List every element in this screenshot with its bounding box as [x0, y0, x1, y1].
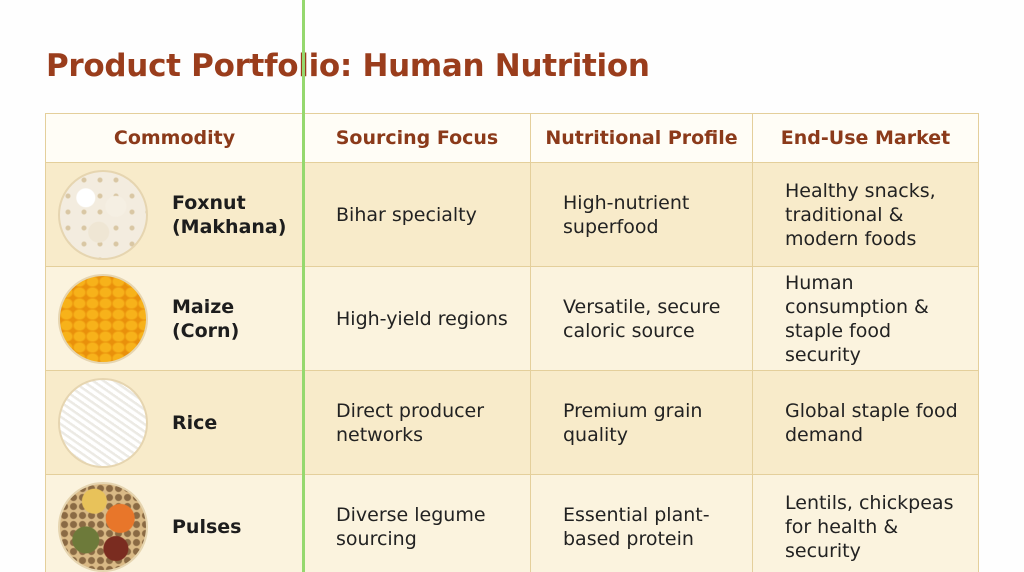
table-cell: Direct producer networks — [303, 370, 531, 475]
commodity-cell: Foxnut (Makhana) — [45, 162, 304, 267]
table-cell: High-yield regions — [303, 266, 531, 371]
table-cell: Healthy snacks, traditional & modern foo… — [752, 162, 979, 267]
column-header: Commodity — [45, 113, 304, 163]
commodity-name: Pulses — [172, 515, 242, 538]
commodity-wrap: Foxnut (Makhana) — [46, 169, 295, 260]
column-header: Nutritional Profile — [530, 113, 753, 163]
commodity-name: Maize (Corn) — [172, 295, 240, 342]
table-cell: Versatile, secure caloric source — [530, 266, 753, 371]
column-header: End-Use Market — [752, 113, 979, 163]
commodity-wrap: Maize (Corn) — [46, 273, 295, 364]
table-cell: High-nutrient superfood — [530, 162, 753, 267]
commodity-image — [58, 481, 148, 572]
table-cell: Lentils, chickpeas for health & security — [752, 474, 979, 572]
table-cell: Diverse legume sourcing — [303, 474, 531, 572]
commodity-cell: Maize (Corn) — [45, 266, 304, 371]
table-row: Foxnut (Makhana) Bihar specialty High-nutr… — [45, 162, 979, 267]
table-row: Pulses Diverse legume sourcing Essential p… — [45, 474, 979, 572]
table-cell: Global staple food demand — [752, 370, 979, 475]
guide-line — [302, 0, 305, 572]
table-cell: Bihar specialty — [303, 162, 531, 267]
commodity-cell: Rice — [45, 370, 304, 475]
commodity-cell: Pulses — [45, 474, 304, 572]
table-body: Foxnut (Makhana) Bihar specialty High-nutr… — [45, 162, 979, 572]
slide-title: Product Portfolio: Human Nutrition — [46, 48, 650, 84]
table-cell: Human consumption & staple food security — [752, 266, 979, 371]
table-cell: Essential plant-based protein — [530, 474, 753, 572]
table-cell: Premium grain quality — [530, 370, 753, 475]
commodity-name: Rice — [172, 411, 218, 434]
commodity-image — [58, 169, 148, 260]
commodity-wrap: Pulses — [46, 481, 295, 572]
header-row: Commodity Sourcing Focus Nutritional Profi… — [45, 113, 979, 163]
table-row: Rice Direct producer networks Premium grai… — [45, 370, 979, 475]
table-row: Maize (Corn) High-yield regions Versatile,… — [45, 266, 979, 371]
commodity-name: Foxnut (Makhana) — [172, 191, 287, 238]
column-header: Sourcing Focus — [303, 113, 531, 163]
commodity-wrap: Rice — [46, 377, 295, 468]
commodity-image — [58, 377, 148, 468]
portfolio-table: Commodity Sourcing Focus Nutritional Profi… — [45, 113, 979, 572]
commodity-image — [58, 273, 148, 364]
